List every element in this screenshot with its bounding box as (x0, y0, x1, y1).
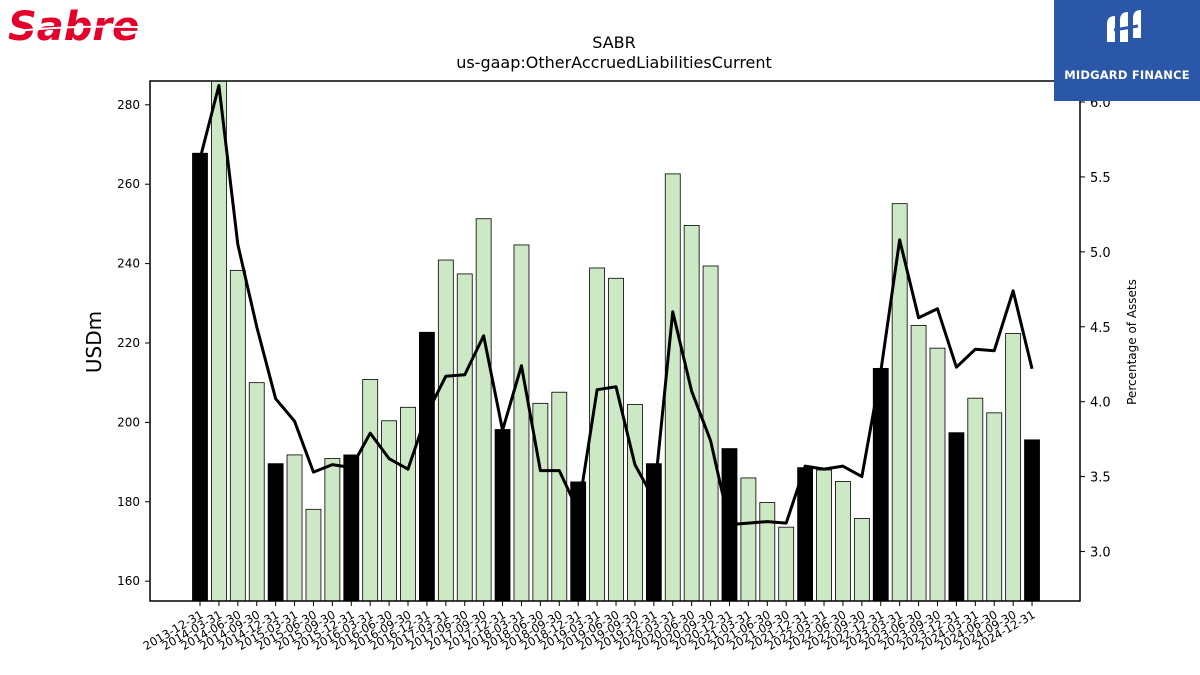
midgard-logo-icon (1107, 10, 1141, 42)
bar (400, 406, 416, 601)
y-tick-label: 260 (117, 177, 140, 191)
bar (1024, 439, 1040, 601)
bar (589, 267, 606, 601)
bar (778, 526, 795, 601)
y-right-tick-label: 4.0 (1090, 396, 1111, 411)
bar (816, 469, 832, 601)
bar (570, 481, 587, 601)
sabre-logo: Sabre (6, 2, 166, 50)
bar (475, 218, 492, 601)
y-tick-label: 220 (117, 336, 140, 350)
bar (664, 173, 681, 601)
bar (967, 397, 984, 601)
plot-frame (149, 80, 1081, 602)
y-axis-right-label: Percentage of Assets (1125, 279, 1139, 405)
y-tick-label: 240 (117, 257, 140, 271)
y-tick-label: 180 (117, 495, 140, 509)
chart-subtitle: us-gaap:OtherAccruedLiabilitiesCurrent (456, 53, 772, 72)
bar (608, 277, 624, 601)
bar (381, 420, 398, 601)
y-right-tick-label: 5.0 (1090, 246, 1111, 261)
axes-group: 1601802002202402602803.03.54.04.55.05.56… (117, 80, 1111, 653)
bar (229, 269, 246, 601)
bar (551, 391, 568, 601)
bar (759, 502, 776, 601)
bar (740, 477, 757, 601)
y-axis-label: USDm (82, 311, 106, 373)
bar (797, 467, 814, 601)
y-tick-label: 200 (117, 415, 140, 429)
line-group (198, 84, 1034, 527)
sabre-logo-art: Sabre (7, 4, 157, 50)
bar (986, 412, 1003, 601)
bar (286, 454, 303, 601)
bar (929, 347, 946, 601)
y-right-tick-label: 5.5 (1090, 171, 1111, 186)
bar (891, 203, 908, 601)
bar (948, 432, 965, 601)
bar (419, 331, 435, 601)
bar (1005, 333, 1022, 601)
bar (248, 382, 265, 601)
bar (910, 325, 927, 601)
bar (494, 429, 511, 601)
bar (305, 508, 322, 601)
y-tick-label: 280 (117, 98, 140, 112)
bar (853, 518, 870, 601)
y-tick-label: 160 (117, 574, 140, 588)
chart-title: SABR (592, 33, 636, 52)
series-line (198, 84, 1034, 527)
bar (362, 379, 379, 601)
bar (192, 152, 208, 601)
bar (513, 244, 530, 601)
bar (267, 463, 284, 601)
bar (702, 265, 719, 601)
bar (324, 458, 341, 601)
bar (835, 481, 851, 601)
midgard-logo-text: MIDGARD FINANCE (1064, 68, 1190, 82)
bar (437, 259, 454, 601)
y-right-tick-label: 3.0 (1090, 546, 1111, 561)
bar (343, 454, 360, 601)
bar (532, 402, 549, 601)
bars-group (192, 81, 1040, 601)
bar (627, 404, 643, 601)
y-right-tick-label: 3.5 (1090, 471, 1111, 486)
bar (645, 463, 662, 601)
sabre-logo-text: Sabre (8, 4, 139, 46)
y-right-tick-label: 4.5 (1090, 321, 1111, 336)
bar (683, 225, 700, 601)
bar (456, 273, 473, 601)
bar (211, 81, 227, 601)
midgard-finance-logo: MIDGARD FINANCE (1054, 0, 1200, 101)
